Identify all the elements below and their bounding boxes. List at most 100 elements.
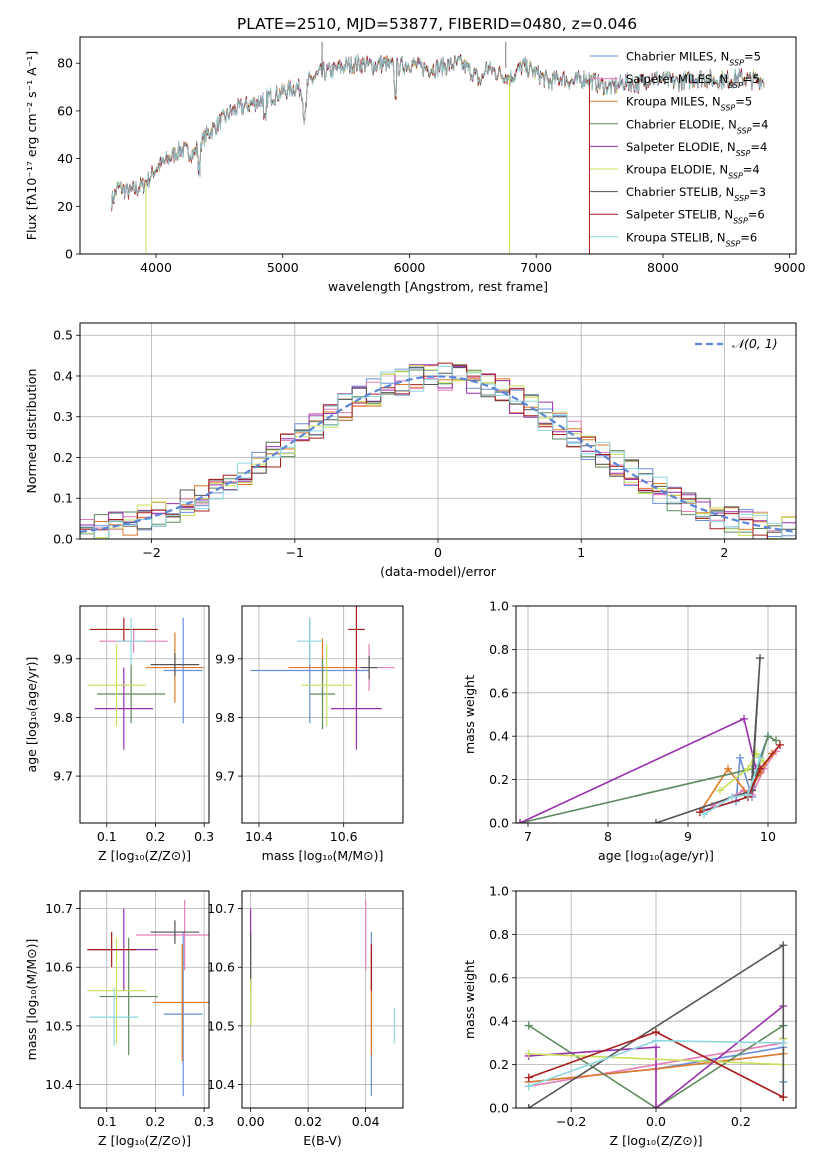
x-tick-label: 0.04 (352, 1114, 380, 1129)
y-tick-label: 1.0 (489, 599, 509, 614)
plot-area-age-vs-metallicity (87, 617, 205, 750)
x-tick-label: 0.0 (646, 1114, 666, 1129)
figure-title: PLATE=2510, MJD=53877, FIBERID=0480, z=0… (237, 15, 637, 33)
weight-marker (516, 819, 524, 823)
spectrum-line (111, 54, 765, 209)
weight-marker (652, 1104, 660, 1108)
weight-marker (744, 764, 752, 773)
x-axis-label: Z [log₁₀(Z/Z⊙)] (610, 1133, 703, 1148)
y-tick-label: 10.6 (45, 960, 73, 975)
x-tick-label: 0.3 (194, 829, 214, 844)
plot-area-mass-vs-metallicity (87, 899, 209, 1097)
y-tick-label: 10.7 (207, 901, 235, 916)
x-tick-label: 4000 (140, 260, 172, 275)
x-tick-label: 8 (604, 829, 612, 844)
histogram-series (80, 364, 796, 539)
axes-frame (515, 890, 797, 1109)
weight-marker (652, 1036, 660, 1045)
weight-marker (776, 740, 784, 749)
y-tick-label: 0.0 (53, 532, 73, 547)
weight-marker (756, 654, 764, 663)
y-tick-label: 80 (57, 56, 73, 71)
x-axis-label: age [log₁₀(age/yr)] (598, 848, 714, 863)
x-tick-label: 1 (577, 545, 585, 560)
weight-marker (716, 786, 724, 795)
weight-line (528, 1005, 784, 1108)
normal-curve (80, 375, 796, 533)
axes-frame (79, 36, 797, 255)
legend-label: 𝒩(0, 1) (732, 336, 778, 351)
panel-mass-vs-metallicity: 0.1 0.2 0.3 10.4 10.5 10.6 10.7 Z [log₁₀(Z/Z⊙)]… (24, 890, 214, 1148)
panel-weight-vs-metallicity: −0.2 0.0 0.2 0.0 0.2 0.4 0.6 0.8 1.0 Z [log₁₀(Z/Z… (462, 884, 797, 1148)
y-tick-label: 0.4 (489, 729, 509, 744)
plot-area-spectrum (111, 41, 765, 254)
y-tick-label: 60 (57, 103, 73, 118)
axes-frame (241, 605, 404, 824)
x-tick-label: 6000 (394, 260, 426, 275)
x-axis-label: E(B-V) (303, 1133, 342, 1148)
x-tick-label: 9 (684, 829, 692, 844)
weight-marker (772, 736, 780, 745)
y-tick-label: 0.6 (489, 970, 509, 985)
weight-marker (728, 792, 736, 801)
weight-marker (756, 764, 764, 773)
legend-label: Chabrier STELIB, NSSP=3 (626, 185, 766, 203)
x-tick-label: 10.4 (245, 829, 273, 844)
weight-line (655, 658, 761, 823)
weight-marker (652, 1028, 660, 1037)
weight-marker (744, 790, 752, 799)
y-tick-label: 0.5 (53, 328, 73, 343)
weight-marker (524, 1049, 533, 1058)
y-tick-label: 0.1 (53, 491, 73, 506)
weight-marker (524, 1104, 533, 1108)
weight-marker (736, 753, 744, 762)
panel-spectrum: 4000 5000 6000 7000 8000 9000 0 20 40 60 80 wavelen… (24, 36, 806, 294)
weight-line (699, 744, 781, 813)
y-tick-label: 0.8 (489, 642, 509, 657)
y-tick-label: 10.4 (45, 1077, 73, 1092)
legend-label: Salpeter MILES, NSSP=5 (626, 72, 760, 90)
y-tick-label: 0.2 (53, 450, 73, 465)
y-tick-label: 10.5 (207, 1018, 235, 1033)
weight-marker (779, 941, 788, 950)
x-tick-label: 0.1 (97, 1114, 117, 1129)
x-axis-label: Z [log₁₀(Z/Z⊙)] (98, 848, 191, 863)
x-tick-label: 0.3 (194, 1114, 214, 1129)
y-tick-label: 9.8 (53, 710, 73, 725)
panel-weight-vs-age: 7 8 9 10 0.0 0.2 0.4 0.6 0.8 1.0 age [log₁₀(age/yr… (462, 599, 797, 863)
weight-marker (779, 1038, 788, 1047)
y-tick-label: 1.0 (489, 884, 509, 899)
x-tick-label: 0.00 (237, 1114, 265, 1129)
x-tick-label: 10.6 (330, 829, 358, 844)
x-tick-label: 2 (720, 545, 728, 560)
y-tick-label: 0 (65, 247, 73, 262)
x-tick-label: 7 (524, 829, 532, 844)
y-tick-label: 0.3 (53, 409, 73, 424)
x-axis-label: Z [log₁₀(Z/Z⊙)] (98, 1133, 191, 1148)
panel-residual-histogram: −2 −1 0 1 2 0.0 0.1 0.2 0.3 0.4 0.5 (data-model)/er… (24, 322, 797, 579)
weight-marker (524, 1021, 533, 1030)
x-tick-label: 0.1 (97, 829, 117, 844)
axes-frame (241, 890, 404, 1109)
y-axis-label: mass weight (462, 675, 477, 754)
axes-frame (79, 890, 210, 1109)
legend-label: Kroupa STELIB, NSSP=6 (626, 230, 757, 248)
x-tick-label: 8000 (647, 260, 679, 275)
panel-age-vs-mass: 10.4 10.6 9.7 9.8 9.9 mass [log₁₀(M/M⊙)] (215, 605, 404, 863)
weight-marker (524, 1082, 533, 1091)
x-axis-label: wavelength [Angstrom, rest frame] (328, 279, 548, 294)
panel-age-vs-metallicity: 0.1 0.2 0.3 9.7 9.8 9.9 Z [log₁₀(Z/Z⊙)] age [lo… (24, 605, 214, 863)
legend-label: Kroupa ELODIE, NSSP=4 (626, 163, 760, 181)
y-tick-label: 0.4 (53, 368, 73, 383)
weight-marker (652, 819, 660, 823)
y-axis-label: Flux [fλ10⁻¹⁷ erg cm⁻² s⁻¹ A⁻¹] (24, 51, 39, 240)
x-tick-label: 0.2 (731, 1114, 751, 1129)
x-tick-label: −2 (142, 545, 160, 560)
weight-marker (524, 1073, 533, 1082)
y-axis-label: Normed distribution (24, 369, 39, 494)
y-tick-label: 0.4 (489, 1014, 509, 1029)
y-tick-label: 0.0 (489, 816, 509, 831)
axes-frame (79, 322, 797, 540)
